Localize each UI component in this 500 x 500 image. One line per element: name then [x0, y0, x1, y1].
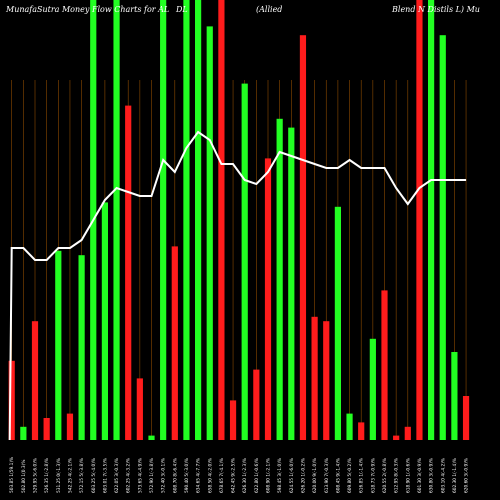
- x-tick-label: 602.25 4(-3.2)%: [126, 458, 132, 493]
- x-tick-label: 624.55 1(-6.0)%: [289, 458, 295, 493]
- x-tick-label: 618.73 7(-0.9)%: [370, 458, 376, 493]
- bar: [229, 400, 237, 440]
- bar: [66, 413, 74, 440]
- bar: [160, 0, 167, 440]
- x-tick-label: 616.85 1(-1.4)%: [359, 458, 365, 493]
- bar: [101, 202, 108, 440]
- x-tick-label: 626.30 1(-2.3)%: [242, 458, 248, 493]
- bar: [148, 435, 155, 440]
- x-tick-label: 502.80 1(0.3)%: [21, 460, 27, 493]
- x-tick-label: 609.80 5(-0.2)%: [347, 458, 353, 493]
- bar: [125, 105, 132, 440]
- x-tick-label: 572.90 1(-3.8)%: [149, 458, 155, 493]
- x-tick-label: 590.40 5(-3.0)%: [184, 458, 190, 493]
- x-tick-label: 620.00 9(-1.0)%: [312, 458, 318, 493]
- x-tick-label: 529.95 5(-6.0)%: [33, 458, 39, 493]
- x-tick-label: 572.40 3(-0.1)%: [161, 458, 167, 493]
- bar: [113, 0, 120, 440]
- bar: [311, 316, 318, 440]
- x-tick-label: 601.30 3(-0.9)%: [417, 458, 423, 493]
- x-tick-label: 603.10 4(-4.2)%: [440, 458, 446, 493]
- bar: [358, 422, 365, 440]
- x-tick-label: 602.30 1(-1.4)%: [452, 458, 458, 493]
- x-tick-label: 526.35 1(-2.8)%: [44, 458, 50, 493]
- x-tick-label: 622.05 3(-0.3)%: [114, 458, 120, 493]
- bar: [253, 369, 260, 440]
- bar: [218, 0, 225, 440]
- x-tick-label: 612.95 8(-0.3)%: [394, 458, 400, 493]
- bar: [462, 396, 470, 440]
- bar: [20, 426, 27, 440]
- x-tick-label: 634.65 4(-7.7)%: [196, 458, 202, 493]
- bar: [195, 0, 202, 440]
- x-tick-label: 572.15 5(-3.8)%: [79, 458, 85, 493]
- title-part-3: (Allied: [256, 5, 282, 14]
- x-tick-label: 531.25 0(-1.3)%: [56, 458, 62, 493]
- bar: [276, 118, 283, 441]
- bar: [241, 83, 248, 440]
- bar: [451, 352, 458, 440]
- bar: [206, 26, 213, 441]
- x-tick-label: 620.60 3(-0.9)%: [464, 458, 470, 493]
- bar: [78, 255, 85, 440]
- bar: [439, 35, 446, 440]
- bar: [428, 0, 435, 440]
- x-tick-label: 608.70 8(-6.4)%: [172, 458, 178, 493]
- x-tick-label: 658.50 4(-2.0)%: [207, 458, 213, 493]
- x-tick-label: 626.20 1(-0.2)%: [300, 458, 306, 493]
- x-tick-label: 608.45 9(-1.4)%: [335, 458, 341, 493]
- bar: [43, 418, 50, 440]
- bar: [346, 413, 353, 440]
- title-part-1: MunafaSutra Money Flow Charts for AL: [5, 5, 169, 14]
- x-tick-label: 603.01 7(-3.5)%: [102, 458, 108, 493]
- bar: [264, 158, 272, 440]
- x-tick-label: 618.90 1(-0.6)%: [405, 458, 411, 493]
- x-tick-label: 630.80 3(-0.9)%: [429, 458, 435, 493]
- bar: [416, 0, 423, 440]
- x-tick-label: 573.65 4(-4.9)%: [137, 458, 143, 493]
- title-part-4: Blend N Distils L) Mu: [391, 5, 480, 14]
- bar: [369, 338, 376, 440]
- bar: [171, 246, 178, 440]
- x-tick-label: 598.45 3(-1.0)%: [277, 458, 283, 493]
- bar: [334, 206, 341, 440]
- bar: [31, 321, 39, 440]
- x-tick-label: 642.45 9(-2.5)%: [231, 458, 237, 493]
- x-tick-label: 620.55 2(-0.8)%: [382, 458, 388, 493]
- bar: [55, 250, 62, 440]
- bar: [323, 321, 330, 440]
- bar: [299, 35, 307, 440]
- bar: [393, 435, 400, 440]
- x-tick-label: 608.90 1(-2.1)%: [266, 458, 272, 493]
- x-tick-label: 613.90 7(-0.3)%: [324, 458, 330, 493]
- bar: [381, 290, 388, 440]
- x-tick-label: 542.25 4(-2.1)%: [67, 458, 73, 493]
- x-tick-label: 603.25 5(-4.0)%: [91, 458, 97, 493]
- title-part-2: DL: [175, 5, 188, 14]
- bar: [404, 426, 411, 440]
- x-tick-label: 622.80 1(-0.6)%: [254, 458, 260, 493]
- bar: [288, 127, 295, 440]
- bar: [183, 0, 190, 440]
- x-tick-label: 678.65 7(-4.1)%: [219, 458, 225, 493]
- money-flow-line: [8, 130, 467, 441]
- x-tick-label: 503.85 1(59.1)%: [9, 457, 15, 493]
- bar: [136, 378, 143, 440]
- bar: [8, 360, 15, 440]
